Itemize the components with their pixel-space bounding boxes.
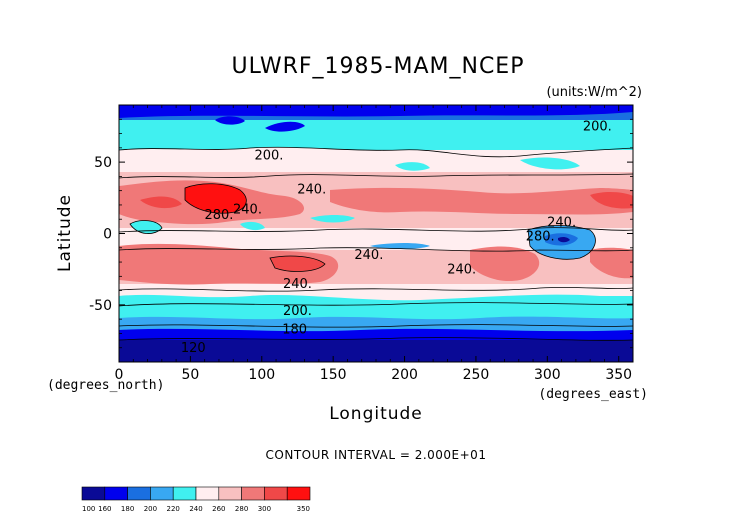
red-belt-south-3: [590, 247, 633, 279]
colorbar-swatch: [195, 486, 220, 501]
contour-label: 280.: [204, 208, 233, 223]
x-axis-ticks: 0 50 100 150 200 250 300 350: [115, 105, 632, 383]
contour-label: 200.: [254, 148, 283, 163]
contour-label: 200.: [283, 304, 312, 319]
colorbar-swatch: [127, 486, 151, 501]
x-tick-label: 100: [248, 367, 275, 383]
colorbar-swatch: [81, 486, 106, 501]
colorbar-swatch: [241, 486, 265, 501]
contour-label: 240.: [547, 215, 576, 230]
x-tick-label: 0: [115, 367, 124, 383]
y-tick-label: 0: [103, 227, 112, 243]
contour-label: 240.: [233, 203, 262, 218]
y-unit-note: (degrees_north): [47, 378, 164, 393]
chart-title: ULWRF_1985-MAM_NCEP: [232, 54, 525, 79]
pink-south-pacific: [359, 260, 470, 280]
colorbar-swatch: [218, 486, 242, 501]
colorbar-swatch: [172, 486, 197, 501]
colorbar-level-label: 300: [258, 505, 271, 513]
red-belt-north-2: [330, 187, 633, 215]
arctic-dark-blue: [119, 105, 633, 118]
itcz-blue: [370, 243, 430, 249]
colorbar-level-label: 260: [212, 505, 225, 513]
colorbar-swatch: [286, 486, 311, 501]
colorbar-level-label: 220: [167, 505, 180, 513]
colorbar-swatch: [264, 486, 288, 501]
x-tick-label: 200: [391, 367, 418, 383]
contour-interval: CONTOUR INTERVAL = 2.000E+01: [266, 448, 487, 462]
north-cyan-patch-2: [520, 157, 580, 170]
antarctic-darkest: [119, 340, 633, 362]
y-tick-label: 50: [94, 155, 112, 171]
colorbar-level-label: 280: [235, 505, 248, 513]
contour-label: 240.: [283, 277, 312, 292]
cyan-patch-atlantic: [130, 220, 162, 234]
x-tick-label: 350: [605, 367, 632, 383]
colorbar-level-label: 100: [82, 505, 95, 513]
amazon-dark-core: [558, 236, 570, 243]
x-tick-label: 150: [320, 367, 347, 383]
colorbar: 100 160 180 200 220 240 260 280 300 350: [81, 486, 311, 513]
south-deep-wave: [119, 328, 633, 340]
arctic-patch-2: [265, 121, 305, 132]
south-blue-wave: [119, 316, 633, 326]
contour-label: 280.: [526, 230, 555, 245]
contour-label: 240.: [297, 183, 326, 198]
colorbar-level-label: 240: [189, 505, 202, 513]
contour-label: 200.: [583, 120, 612, 135]
colorbar-level-label: 200: [144, 505, 157, 513]
x-unit-note: (degrees_east): [538, 387, 648, 402]
colorbar-swatch: [150, 486, 174, 501]
contour-label: 180: [282, 322, 307, 337]
red-core-north: [185, 183, 247, 214]
arctic-patch-1: [215, 116, 245, 125]
x-tick-label: 50: [181, 367, 199, 383]
units-label: (units:W/m^2): [546, 85, 642, 100]
contour-label: 240.: [354, 248, 383, 263]
contour-label: 120: [181, 341, 206, 356]
north-cyan-patch: [395, 162, 430, 171]
cyan-patch-indonesia: [310, 215, 355, 223]
contour-lines: [119, 146, 633, 341]
red-belt-south-1: [119, 243, 339, 285]
red-deep-south: [270, 256, 325, 272]
y-axis-ticks: 50 0 -50: [89, 118, 633, 349]
contour-label: 240.: [447, 262, 476, 277]
colorbar-level-label: 350: [297, 505, 310, 513]
y-axis-label: Latitude: [55, 194, 75, 272]
red-deep-north-2: [590, 192, 633, 209]
x-tick-label: 300: [534, 367, 561, 383]
band-north-high: [119, 120, 633, 152]
red-deep-north: [140, 196, 182, 209]
cyan-patch-small: [240, 221, 265, 231]
contour-labels: 200.200.240.280. 240.240.280.240.240.240.…: [181, 120, 612, 356]
colorbar-level-label: 180: [121, 505, 134, 513]
x-axis-label: Longitude: [329, 404, 423, 424]
y-tick-label: -50: [89, 298, 112, 314]
colorbar-swatch: [104, 486, 128, 501]
heatmap-field: [119, 105, 633, 362]
colorbar-level-label: 160: [98, 505, 111, 513]
red-belt-south-2: [470, 246, 540, 282]
x-tick-label: 250: [463, 367, 490, 383]
